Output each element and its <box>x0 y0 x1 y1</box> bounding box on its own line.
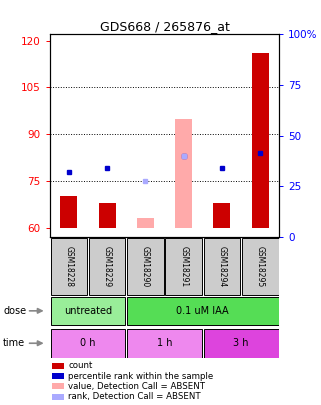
Text: GSM18291: GSM18291 <box>179 246 188 287</box>
Text: 3 h: 3 h <box>233 338 249 348</box>
Text: 0.1 uM IAA: 0.1 uM IAA <box>177 306 229 316</box>
Bar <box>175 119 192 228</box>
Bar <box>242 237 279 295</box>
Bar <box>213 202 230 228</box>
Text: GSM18228: GSM18228 <box>65 246 74 287</box>
Bar <box>50 329 126 358</box>
Bar <box>204 237 240 295</box>
Bar <box>52 394 64 400</box>
Bar <box>165 237 202 295</box>
Bar <box>127 237 164 295</box>
Text: percentile rank within the sample: percentile rank within the sample <box>68 371 213 381</box>
Text: GSM18290: GSM18290 <box>141 246 150 287</box>
Bar <box>137 218 154 228</box>
Text: GSM18229: GSM18229 <box>103 246 112 287</box>
Bar <box>127 329 202 358</box>
Bar <box>52 373 64 379</box>
Text: value, Detection Call = ABSENT: value, Detection Call = ABSENT <box>68 382 205 391</box>
Text: 1 h: 1 h <box>157 338 172 348</box>
Text: dose: dose <box>3 306 26 316</box>
Bar <box>50 237 87 295</box>
Title: GDS668 / 265876_at: GDS668 / 265876_at <box>100 20 230 33</box>
Bar <box>204 329 279 358</box>
Bar <box>252 53 269 228</box>
Bar <box>127 296 279 325</box>
Text: GSM18295: GSM18295 <box>256 246 265 287</box>
Text: 0 h: 0 h <box>80 338 96 348</box>
Text: rank, Detection Call = ABSENT: rank, Detection Call = ABSENT <box>68 392 201 401</box>
Text: GSM18294: GSM18294 <box>217 246 226 287</box>
Text: untreated: untreated <box>64 306 112 316</box>
Bar <box>50 296 126 325</box>
Text: time: time <box>3 338 25 348</box>
Text: count: count <box>68 361 92 370</box>
Bar <box>99 202 116 228</box>
Bar <box>52 363 64 369</box>
Bar <box>52 383 64 390</box>
Bar <box>60 196 77 228</box>
Bar <box>89 237 126 295</box>
